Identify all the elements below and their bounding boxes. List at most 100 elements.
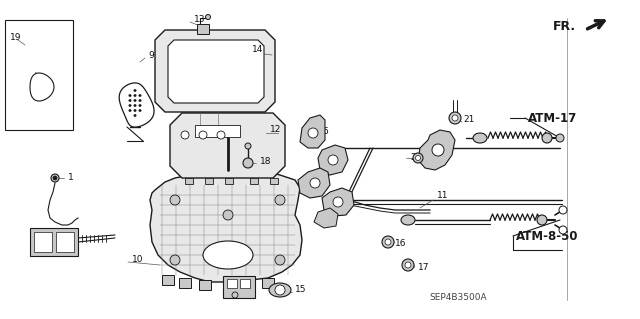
Bar bbox=[240, 279, 250, 288]
Bar bbox=[179, 278, 191, 288]
Text: 20: 20 bbox=[442, 145, 453, 154]
Text: 6: 6 bbox=[322, 128, 328, 137]
Bar bbox=[5, 20, 73, 130]
Bar bbox=[199, 280, 211, 290]
Circle shape bbox=[232, 292, 238, 298]
Bar bbox=[227, 279, 237, 288]
Bar bbox=[262, 278, 274, 288]
Circle shape bbox=[139, 99, 141, 102]
Circle shape bbox=[405, 262, 411, 268]
Circle shape bbox=[542, 133, 552, 143]
Circle shape bbox=[129, 99, 131, 102]
Ellipse shape bbox=[269, 283, 291, 297]
Circle shape bbox=[275, 195, 285, 205]
Ellipse shape bbox=[473, 133, 487, 143]
Text: 18: 18 bbox=[260, 158, 271, 167]
Circle shape bbox=[139, 109, 141, 112]
Polygon shape bbox=[318, 145, 348, 175]
Text: 21: 21 bbox=[463, 115, 474, 124]
Text: FR.: FR. bbox=[553, 19, 576, 33]
Text: 15: 15 bbox=[295, 286, 307, 294]
Bar bbox=[34, 232, 52, 252]
Polygon shape bbox=[168, 40, 264, 103]
Polygon shape bbox=[155, 30, 275, 112]
Polygon shape bbox=[314, 208, 338, 228]
Circle shape bbox=[134, 104, 136, 107]
Text: 10: 10 bbox=[132, 256, 143, 264]
Circle shape bbox=[134, 114, 136, 117]
Circle shape bbox=[275, 255, 285, 265]
Circle shape bbox=[134, 94, 136, 97]
Text: 19: 19 bbox=[10, 33, 22, 42]
Circle shape bbox=[223, 210, 233, 220]
Polygon shape bbox=[418, 130, 455, 170]
Bar bbox=[30, 228, 78, 256]
Circle shape bbox=[134, 89, 136, 92]
Circle shape bbox=[129, 94, 131, 97]
Circle shape bbox=[328, 155, 338, 165]
Bar bbox=[205, 178, 213, 184]
Bar bbox=[56, 232, 74, 252]
Text: 17: 17 bbox=[418, 263, 429, 271]
Text: 12: 12 bbox=[270, 125, 282, 135]
Polygon shape bbox=[298, 168, 330, 198]
Text: 8: 8 bbox=[330, 207, 336, 217]
Bar bbox=[197, 24, 209, 34]
Text: 9: 9 bbox=[148, 50, 154, 60]
Polygon shape bbox=[150, 170, 302, 282]
Circle shape bbox=[333, 197, 343, 207]
Circle shape bbox=[199, 131, 207, 139]
Circle shape bbox=[139, 94, 141, 97]
Polygon shape bbox=[119, 83, 154, 127]
Circle shape bbox=[452, 115, 458, 121]
Circle shape bbox=[449, 112, 461, 124]
Text: ATM-8-50: ATM-8-50 bbox=[516, 229, 579, 242]
Text: ATM-17: ATM-17 bbox=[528, 112, 577, 124]
Text: 13: 13 bbox=[194, 16, 205, 25]
Polygon shape bbox=[170, 113, 285, 178]
Text: 14: 14 bbox=[252, 46, 264, 55]
Text: 2: 2 bbox=[55, 249, 61, 258]
Circle shape bbox=[170, 255, 180, 265]
Circle shape bbox=[559, 206, 567, 214]
Circle shape bbox=[170, 195, 180, 205]
Polygon shape bbox=[30, 73, 54, 101]
Circle shape bbox=[134, 99, 136, 102]
Circle shape bbox=[181, 131, 189, 139]
Bar bbox=[270, 178, 278, 184]
Circle shape bbox=[402, 259, 414, 271]
Circle shape bbox=[559, 226, 567, 234]
Polygon shape bbox=[322, 188, 354, 216]
Bar bbox=[250, 178, 258, 184]
Circle shape bbox=[275, 285, 285, 295]
Text: 16: 16 bbox=[395, 240, 406, 249]
Circle shape bbox=[385, 239, 391, 245]
Circle shape bbox=[51, 174, 59, 182]
Circle shape bbox=[205, 14, 211, 19]
Bar bbox=[195, 125, 240, 137]
Text: 7: 7 bbox=[250, 283, 256, 292]
Circle shape bbox=[308, 128, 318, 138]
Circle shape bbox=[139, 104, 141, 107]
Circle shape bbox=[432, 144, 444, 156]
Circle shape bbox=[53, 176, 57, 180]
Circle shape bbox=[310, 178, 320, 188]
Text: 22: 22 bbox=[410, 153, 421, 162]
Circle shape bbox=[382, 236, 394, 248]
Text: 11: 11 bbox=[437, 191, 449, 201]
Circle shape bbox=[243, 158, 253, 168]
Circle shape bbox=[129, 104, 131, 107]
Circle shape bbox=[556, 134, 564, 142]
Text: 3: 3 bbox=[337, 151, 343, 160]
Circle shape bbox=[129, 109, 131, 112]
Bar bbox=[162, 275, 174, 285]
Ellipse shape bbox=[203, 241, 253, 269]
Circle shape bbox=[245, 143, 251, 149]
Text: SEP4B3500A: SEP4B3500A bbox=[429, 293, 487, 302]
Text: 4: 4 bbox=[320, 175, 326, 184]
Text: 1: 1 bbox=[68, 174, 74, 182]
Circle shape bbox=[217, 131, 225, 139]
Bar bbox=[242, 280, 254, 290]
Circle shape bbox=[537, 215, 547, 225]
Circle shape bbox=[413, 153, 423, 163]
